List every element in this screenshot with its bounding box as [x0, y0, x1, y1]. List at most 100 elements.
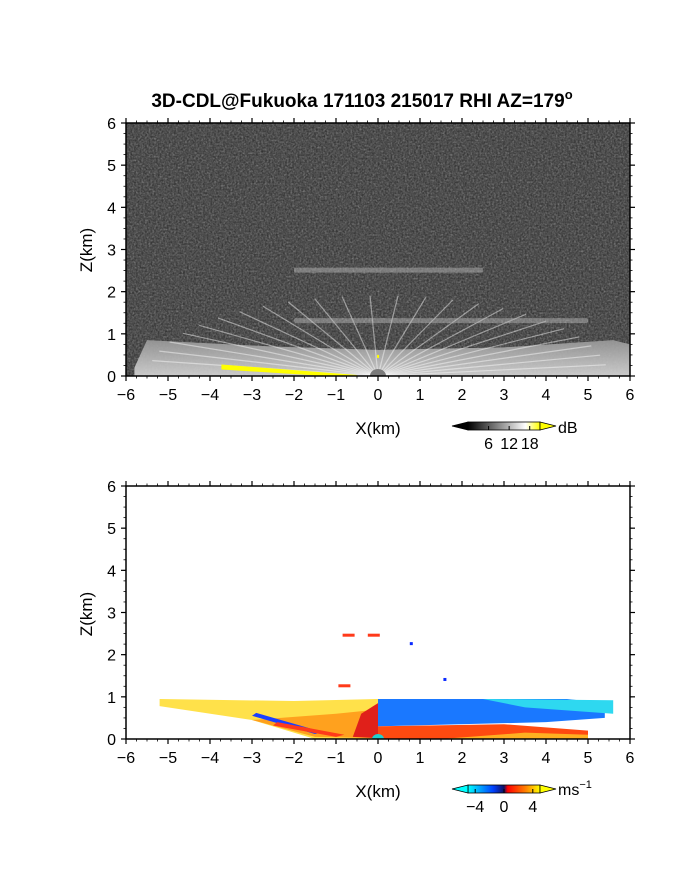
colorbar-tick-label: −4: [466, 799, 484, 816]
beam-streak: [377, 345, 592, 376]
x-tick-label: 2: [458, 387, 467, 404]
x-tick-label: 5: [584, 750, 593, 767]
y-tick-label: 1: [107, 327, 116, 344]
velocity-ylabel: Z(km): [77, 592, 96, 636]
y-tick-label: 0: [107, 732, 116, 749]
x-tick-label: −2: [285, 387, 303, 404]
x-tick-label: 5: [584, 387, 593, 404]
velocity-layer-red-edge: [352, 703, 378, 739]
x-tick-label: −3: [243, 750, 261, 767]
radar-origin: [370, 369, 386, 376]
beam-streak: [377, 313, 527, 376]
reflectivity-colorbar-min-arrow: [451, 421, 469, 431]
velocity-speckle: [367, 633, 380, 637]
velocity-xlabel: X(km): [355, 782, 400, 801]
beam-streak: [377, 296, 427, 376]
reflectivity-colorbar-ramp: [467, 421, 541, 431]
beam-streak: [199, 324, 379, 376]
reflectivity-xlabel: X(km): [355, 419, 400, 438]
reflectivity-ylabel: Z(km): [77, 228, 96, 272]
velocity-near-ground-bright: [441, 732, 588, 739]
beam-streak: [377, 354, 601, 376]
beam-streak: [182, 332, 379, 376]
velocity-layer-positive-core: [252, 709, 378, 739]
x-tick-label: 4: [542, 750, 551, 767]
x-tick-label: 3: [500, 750, 509, 767]
x-tick-label: 0: [374, 387, 383, 404]
velocity-layer-negative-top: [483, 698, 614, 714]
colorbar-tick-label: 0: [500, 799, 509, 816]
beam-streak: [377, 320, 547, 376]
velocity-speckle: [342, 633, 355, 637]
beam-streak: [377, 364, 606, 376]
y-tick-label: 5: [107, 158, 116, 175]
y-tick-label: 4: [107, 200, 116, 217]
x-tick-label: 6: [626, 750, 635, 767]
thin-layer: [294, 267, 483, 273]
colorbar-tick-label: 12: [500, 436, 518, 453]
thin-layer: [294, 318, 588, 324]
x-tick-label: −4: [201, 750, 219, 767]
x-tick-label: 6: [626, 387, 635, 404]
velocity-background: [126, 486, 630, 739]
x-tick-label: −6: [117, 387, 135, 404]
colorbar-tick-label: 18: [521, 436, 539, 453]
velocity-speckle: [338, 684, 351, 688]
x-tick-label: 3: [500, 387, 509, 404]
x-tick-label: 4: [542, 387, 551, 404]
x-tick-label: 1: [416, 750, 425, 767]
velocity-features: [159, 633, 614, 739]
beam-streak: [314, 298, 379, 376]
y-tick-label: 3: [107, 243, 116, 260]
velocity-speckle: [443, 677, 447, 681]
y-tick-label: 6: [107, 116, 116, 133]
x-tick-label: −1: [327, 387, 345, 404]
x-tick-label: 0: [374, 750, 383, 767]
chart-title: 3D-CDL@Fukuoka 171103 215017 RHI AZ=179o: [151, 87, 572, 112]
saturated-ground: [221, 364, 357, 376]
x-tick-label: −3: [243, 387, 261, 404]
point-target: [377, 354, 379, 358]
x-tick-label: −1: [327, 750, 345, 767]
y-tick-label: 4: [107, 563, 116, 580]
x-tick-label: 1: [416, 387, 425, 404]
beam-streak: [377, 328, 565, 376]
beam-streak: [377, 303, 480, 376]
reflectivity-colorbar-unit: dB: [558, 420, 578, 437]
velocity-axes: −6 −5 −4 −3 −2 −1 0 1 2 3 4 5 6 0 1 2 3 4 5 6: [107, 479, 635, 767]
x-tick-label: 2: [458, 750, 467, 767]
reflectivity-colorbar: 6 12 18 dB: [451, 420, 578, 453]
beam-streak: [218, 317, 379, 376]
x-tick-label: −4: [201, 387, 219, 404]
colorbar-tick-label: 6: [484, 436, 493, 453]
y-tick-label: 0: [107, 369, 116, 386]
beam-streak: [262, 305, 379, 376]
velocity-panel: −6 −5 −4 −3 −2 −1 0 1 2 3 4 5 6 0 1 2 3 4 5 6 X(km) Z(km) −…: [77, 479, 635, 816]
y-tick-label: 3: [107, 606, 116, 623]
beam-streak: [377, 336, 580, 376]
x-tick-label: −5: [159, 387, 177, 404]
y-tick-label: 2: [107, 285, 116, 302]
velocity-speckle: [409, 642, 413, 646]
reflectivity-axes: −6 −5 −4 −3 −2 −1 0 1 2 3 4 5 6 0 1 2 3 4 5 6: [107, 116, 635, 404]
y-tick-label: 2: [107, 648, 116, 665]
x-tick-label: −2: [285, 750, 303, 767]
beam-streak: [369, 295, 379, 376]
x-tick-label: −6: [117, 750, 135, 767]
y-tick-label: 1: [107, 690, 116, 707]
reflectivity-colorbar-max-arrow: [539, 421, 557, 431]
radar-origin: [372, 734, 384, 739]
boundary-layer: [134, 340, 630, 376]
colorbar-tick-label: 4: [528, 799, 537, 816]
y-tick-label: 5: [107, 521, 116, 538]
y-tick-label: 6: [107, 479, 116, 496]
beam-streak: [341, 296, 379, 376]
velocity-colorbar-max-arrow: [539, 784, 557, 794]
beam-streak: [159, 350, 379, 376]
beam-streak: [239, 311, 379, 376]
velocity-colorbar: −4 0 4 ms−1: [451, 779, 592, 816]
velocity-colorbar-unit: ms−1: [558, 779, 592, 799]
beam-streak: [377, 299, 454, 376]
